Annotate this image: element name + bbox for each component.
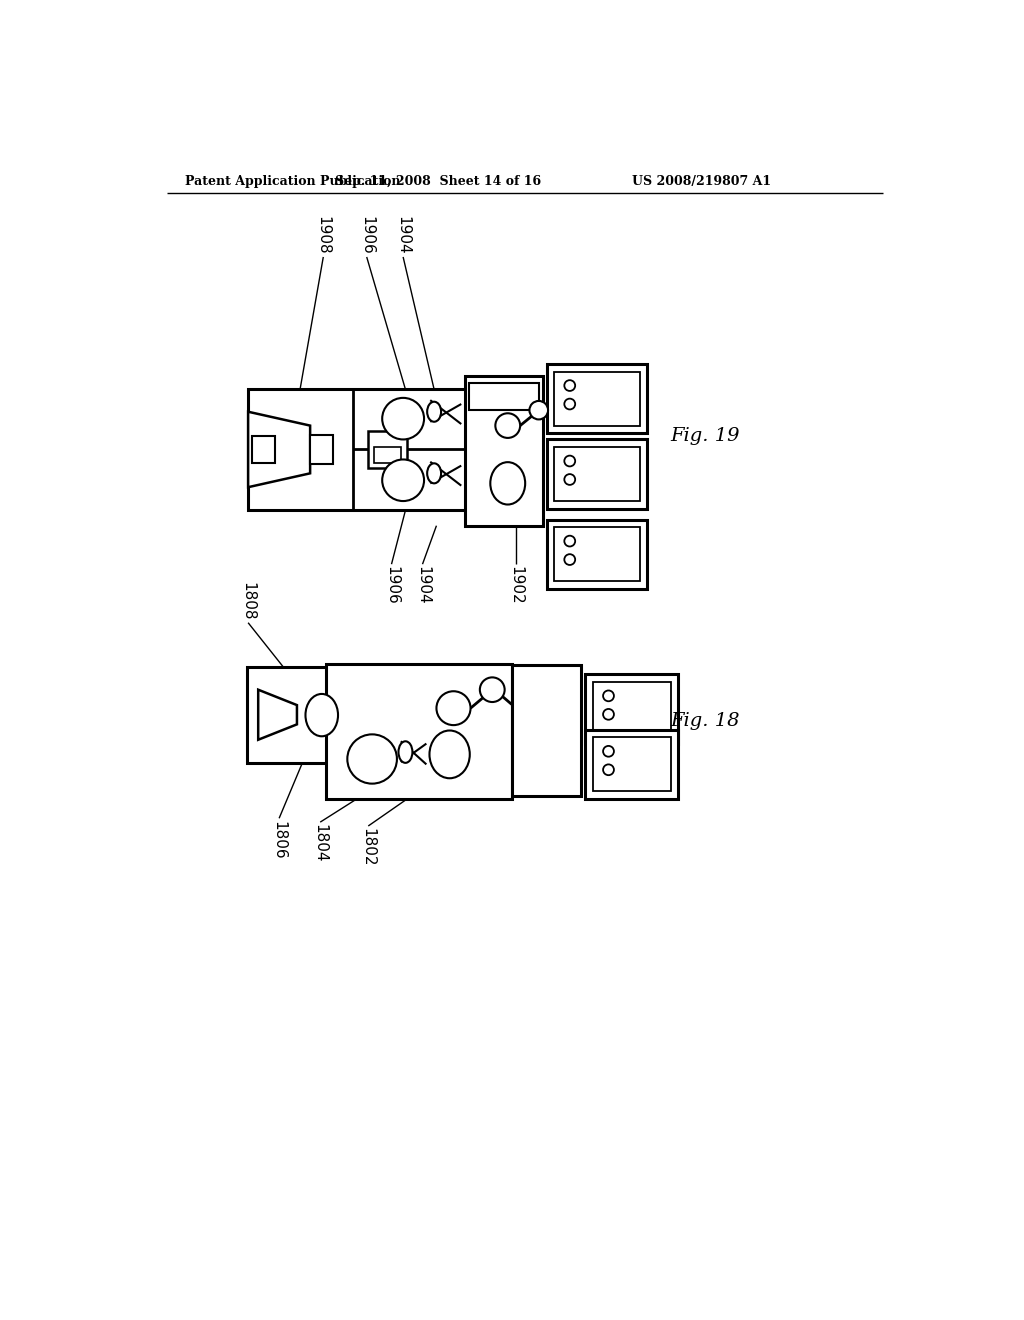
Bar <box>469 383 539 411</box>
Text: 1904: 1904 <box>415 566 430 605</box>
Ellipse shape <box>305 694 338 737</box>
Text: 1802: 1802 <box>360 829 376 867</box>
Bar <box>247 667 351 763</box>
Bar <box>326 664 512 799</box>
Circle shape <box>347 734 397 784</box>
Bar <box>248 388 500 511</box>
Circle shape <box>564 536 575 546</box>
Bar <box>465 376 543 525</box>
Bar <box>593 682 671 737</box>
Circle shape <box>382 397 424 440</box>
Circle shape <box>496 413 520 438</box>
Bar <box>369 430 407 469</box>
Bar <box>375 447 400 462</box>
Bar <box>554 527 640 581</box>
Circle shape <box>529 401 548 420</box>
Bar <box>547 440 647 508</box>
Text: 1908: 1908 <box>315 216 331 255</box>
Polygon shape <box>248 412 310 487</box>
Circle shape <box>603 746 614 756</box>
Text: 1906: 1906 <box>384 566 399 606</box>
Text: Fig. 19: Fig. 19 <box>671 426 740 445</box>
Bar <box>512 665 582 796</box>
Text: 1804: 1804 <box>312 825 328 863</box>
Bar <box>252 437 275 462</box>
Text: Sep. 11, 2008  Sheet 14 of 16: Sep. 11, 2008 Sheet 14 of 16 <box>335 176 541 187</box>
Ellipse shape <box>427 463 441 483</box>
Bar <box>554 372 640 425</box>
Ellipse shape <box>398 742 413 763</box>
Circle shape <box>436 692 471 725</box>
Ellipse shape <box>429 730 470 779</box>
Circle shape <box>564 455 575 466</box>
Circle shape <box>382 459 424 502</box>
Text: 1806: 1806 <box>271 821 287 859</box>
Text: 1904: 1904 <box>395 216 411 255</box>
Bar <box>547 520 647 589</box>
Text: 1906: 1906 <box>359 216 374 255</box>
Ellipse shape <box>427 401 441 422</box>
Bar <box>310 434 334 465</box>
Bar <box>547 364 647 433</box>
Circle shape <box>603 709 614 719</box>
Text: US 2008/219807 A1: US 2008/219807 A1 <box>632 176 771 187</box>
Circle shape <box>480 677 505 702</box>
Circle shape <box>564 474 575 484</box>
Text: 1902: 1902 <box>508 566 523 605</box>
Circle shape <box>564 554 575 565</box>
Bar <box>593 738 671 792</box>
Text: 1808: 1808 <box>241 582 256 620</box>
Bar <box>554 447 640 502</box>
Bar <box>586 675 678 743</box>
Polygon shape <box>258 689 297 739</box>
Text: Patent Application Publication: Patent Application Publication <box>184 176 400 187</box>
Circle shape <box>564 380 575 391</box>
Circle shape <box>603 764 614 775</box>
Ellipse shape <box>490 462 525 504</box>
Circle shape <box>603 690 614 701</box>
Circle shape <box>564 399 575 409</box>
Text: Fig. 18: Fig. 18 <box>671 711 740 730</box>
Bar <box>586 730 678 799</box>
